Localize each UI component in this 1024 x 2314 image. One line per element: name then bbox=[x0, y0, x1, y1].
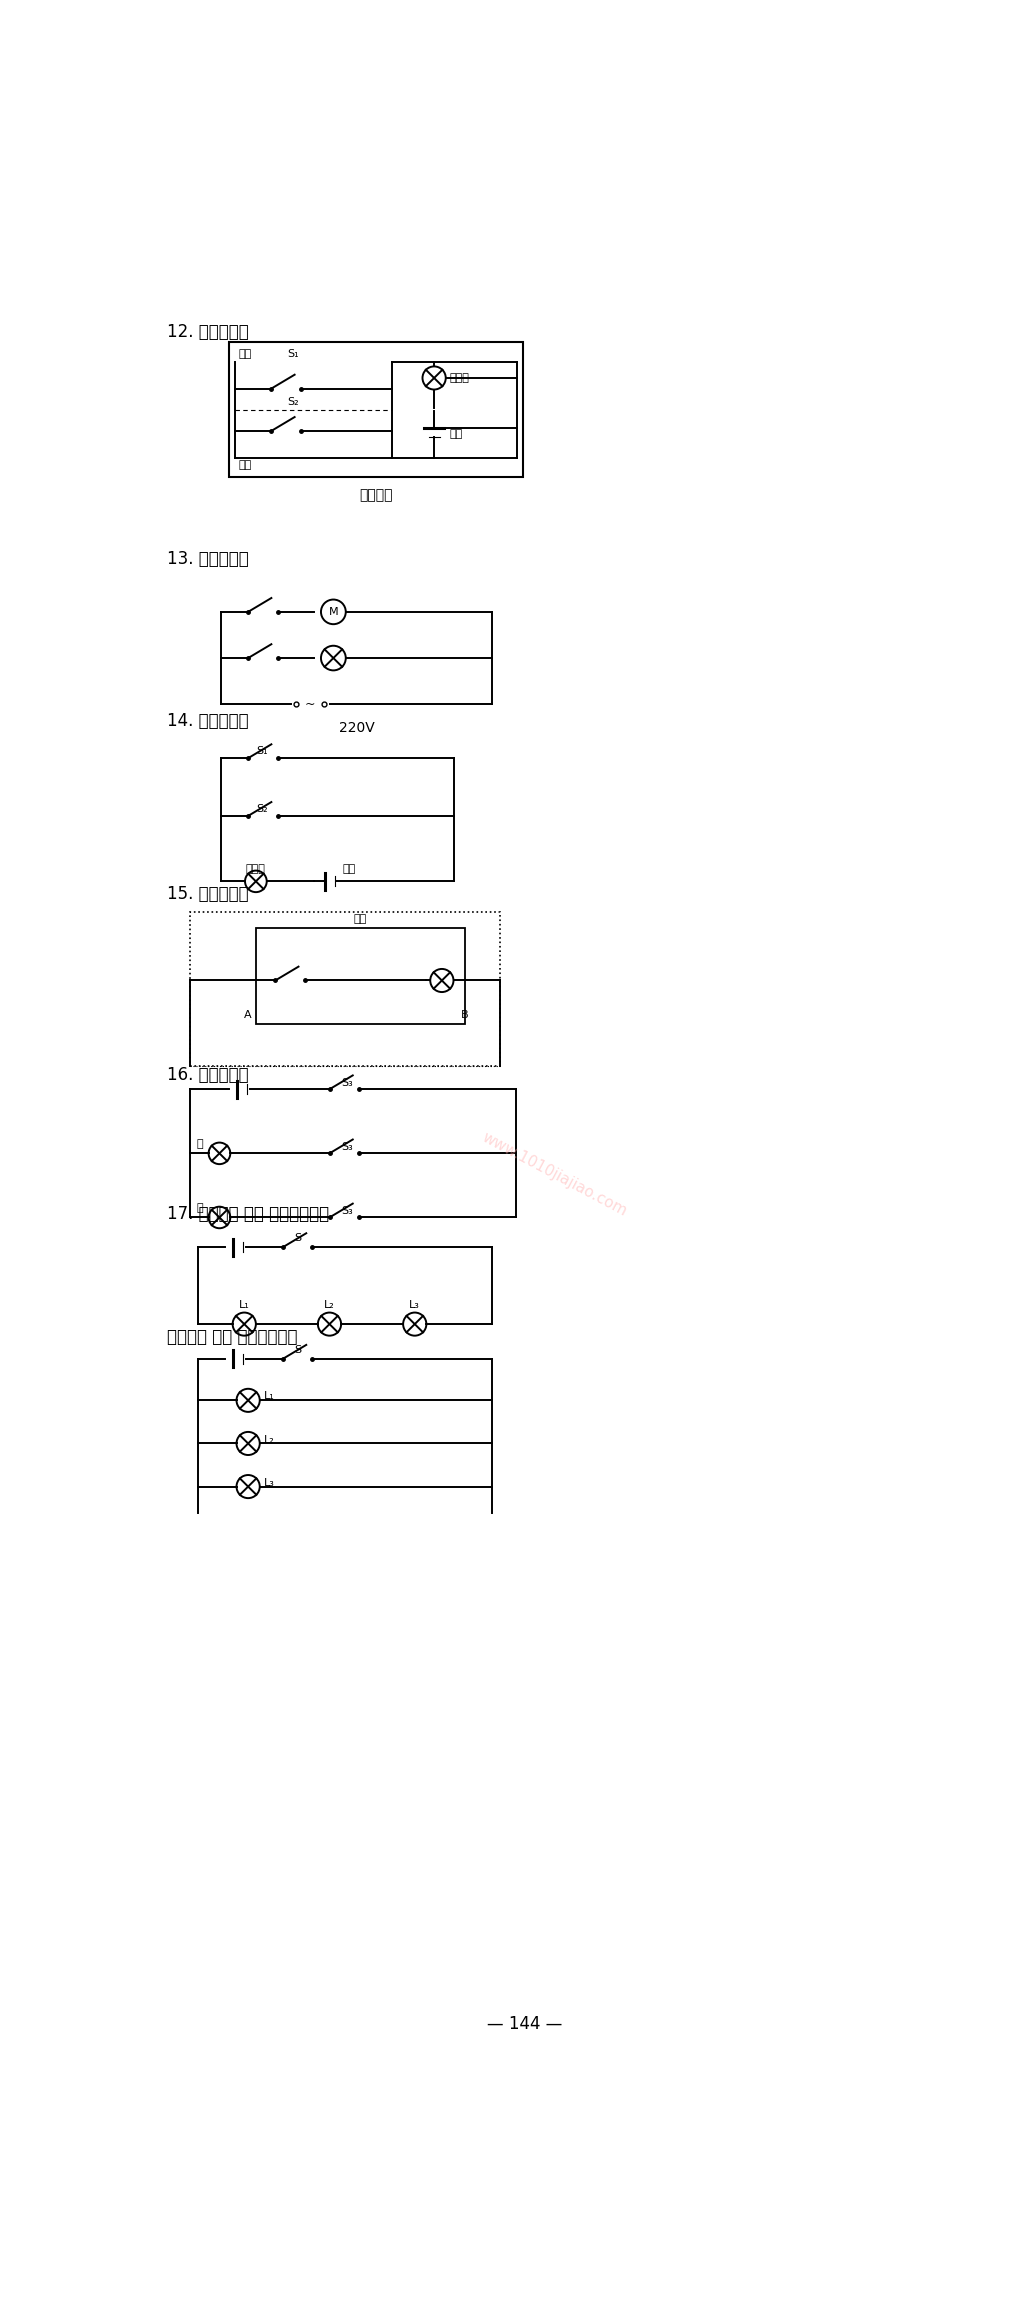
Text: B: B bbox=[461, 1009, 469, 1020]
Text: L₃: L₃ bbox=[410, 1300, 420, 1310]
Text: L₂: L₂ bbox=[325, 1300, 335, 1310]
Text: 房门: 房门 bbox=[354, 914, 368, 923]
Text: 16. 如图所示。: 16. 如图所示。 bbox=[167, 1067, 249, 1085]
Text: 绿: 绿 bbox=[197, 1203, 203, 1213]
Text: 连接导线 ＡＥ 组成并联电路: 连接导线 ＡＥ 组成并联电路 bbox=[167, 1328, 297, 1347]
Text: L₃: L₃ bbox=[263, 1479, 274, 1488]
Text: 15. 如图所示。: 15. 如图所示。 bbox=[167, 886, 249, 902]
Text: 火车车厂: 火车车厂 bbox=[359, 488, 393, 502]
Text: 电源: 电源 bbox=[342, 865, 355, 875]
Text: 红: 红 bbox=[197, 1138, 203, 1148]
Text: ~: ~ bbox=[305, 699, 315, 710]
Text: M: M bbox=[329, 606, 338, 618]
Text: L₁: L₁ bbox=[239, 1300, 250, 1310]
Text: 指示灯: 指示灯 bbox=[246, 865, 266, 875]
Text: 13. 如图所示。: 13. 如图所示。 bbox=[167, 551, 249, 569]
Bar bbox=[228, 342, 523, 477]
Text: S₃: S₃ bbox=[341, 1141, 353, 1152]
Text: 厕所: 厕所 bbox=[238, 460, 251, 470]
Text: 12. 如图所示。: 12. 如图所示。 bbox=[167, 324, 249, 340]
Text: S₁: S₁ bbox=[287, 349, 299, 359]
Text: 厕所: 厕所 bbox=[238, 349, 251, 359]
Bar bbox=[256, 928, 465, 1023]
Text: S₃: S₃ bbox=[341, 1078, 353, 1088]
Text: S: S bbox=[295, 1233, 302, 1243]
Text: S₁: S₁ bbox=[256, 745, 267, 757]
Text: 电源: 电源 bbox=[450, 428, 463, 440]
Text: L₂: L₂ bbox=[263, 1435, 274, 1444]
Text: S₂: S₂ bbox=[256, 803, 267, 815]
Bar bbox=[190, 912, 500, 1067]
Text: — 144 —: — 144 — bbox=[487, 2015, 562, 2032]
Text: 指示灯: 指示灯 bbox=[450, 373, 469, 384]
Text: S₂: S₂ bbox=[287, 398, 299, 407]
Text: S: S bbox=[295, 1344, 302, 1356]
Text: www.1010jiajiao.com: www.1010jiajiao.com bbox=[479, 1129, 630, 1219]
Text: A: A bbox=[245, 1009, 252, 1020]
Text: S₃: S₃ bbox=[341, 1206, 353, 1215]
Text: 220V: 220V bbox=[339, 722, 375, 736]
Text: 17. 去掉导线 ＣＧ 组成串联电路: 17. 去掉导线 ＣＧ 组成串联电路 bbox=[167, 1206, 329, 1222]
Text: L₁: L₁ bbox=[263, 1391, 274, 1402]
Text: 14. 如图所示。: 14. 如图所示。 bbox=[167, 713, 249, 729]
